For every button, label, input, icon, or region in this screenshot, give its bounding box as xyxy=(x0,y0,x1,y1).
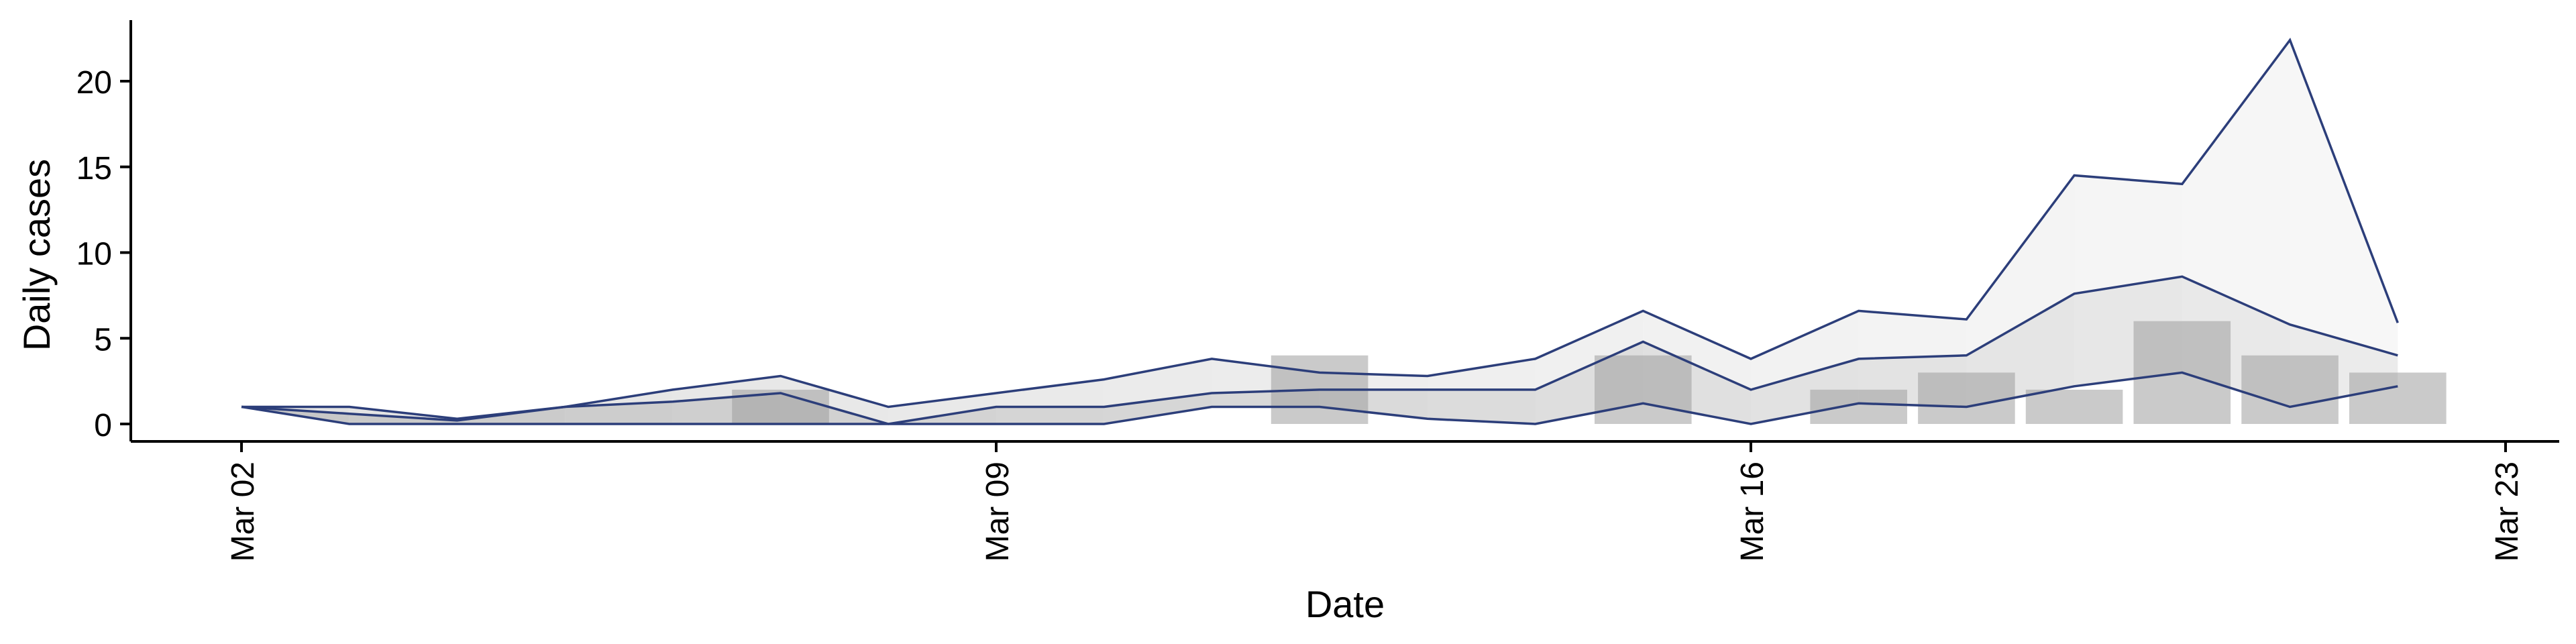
x-tick-label: Mar 23 xyxy=(2489,462,2525,561)
line-layer xyxy=(241,38,2399,425)
y-tick-label: 5 xyxy=(94,322,112,358)
upper-band-segment xyxy=(996,379,1104,407)
upper-band-segment xyxy=(2182,40,2290,325)
lower-band-segment xyxy=(1104,393,1212,424)
upper-band-segment xyxy=(2290,40,2398,356)
upper-band-segment xyxy=(780,376,889,424)
upper-band-segment xyxy=(1535,311,1644,390)
x-tick-label: Mar 16 xyxy=(1735,462,1770,561)
upper-band-segment xyxy=(2074,175,2182,294)
y-tick-label: 0 xyxy=(94,408,112,443)
upper-band-segment xyxy=(1858,311,1967,359)
y-tick-label: 20 xyxy=(76,65,112,101)
case-bar xyxy=(1595,355,1692,424)
case-bar xyxy=(1810,389,1907,424)
upper-band-segment xyxy=(1427,358,1536,390)
upper-band-segment xyxy=(1751,311,1859,390)
upper-line xyxy=(241,38,2399,421)
upper-band-segment xyxy=(1104,358,1212,407)
bar-layer xyxy=(732,321,2447,424)
y-tick-label: 15 xyxy=(76,151,112,186)
case-bar xyxy=(2025,389,2123,424)
x-tick-label: Mar 02 xyxy=(225,462,261,561)
case-bar xyxy=(1918,372,2015,424)
upper-band-segment xyxy=(888,393,996,424)
upper-band-segment xyxy=(1643,311,1751,390)
lower-band-segment xyxy=(565,401,673,424)
median-line xyxy=(241,275,2398,425)
y-axis-title: Daily cases xyxy=(15,159,58,351)
case-bar xyxy=(2349,372,2447,424)
case-bar xyxy=(2241,355,2339,424)
axis-layer: 0 5 10 15 20 Mar 02 Mar 09 Mar 16 Mar 23 xyxy=(76,20,2559,561)
x-axis-title: Date xyxy=(1305,583,1385,625)
x-tick-label: Mar 09 xyxy=(980,462,1016,561)
lower-band-segment xyxy=(1427,389,1536,424)
upper-band-segment xyxy=(1966,175,2075,356)
lower-line xyxy=(241,371,2398,425)
lower-band-segment xyxy=(996,407,1104,424)
y-tick-label: 10 xyxy=(76,237,112,272)
